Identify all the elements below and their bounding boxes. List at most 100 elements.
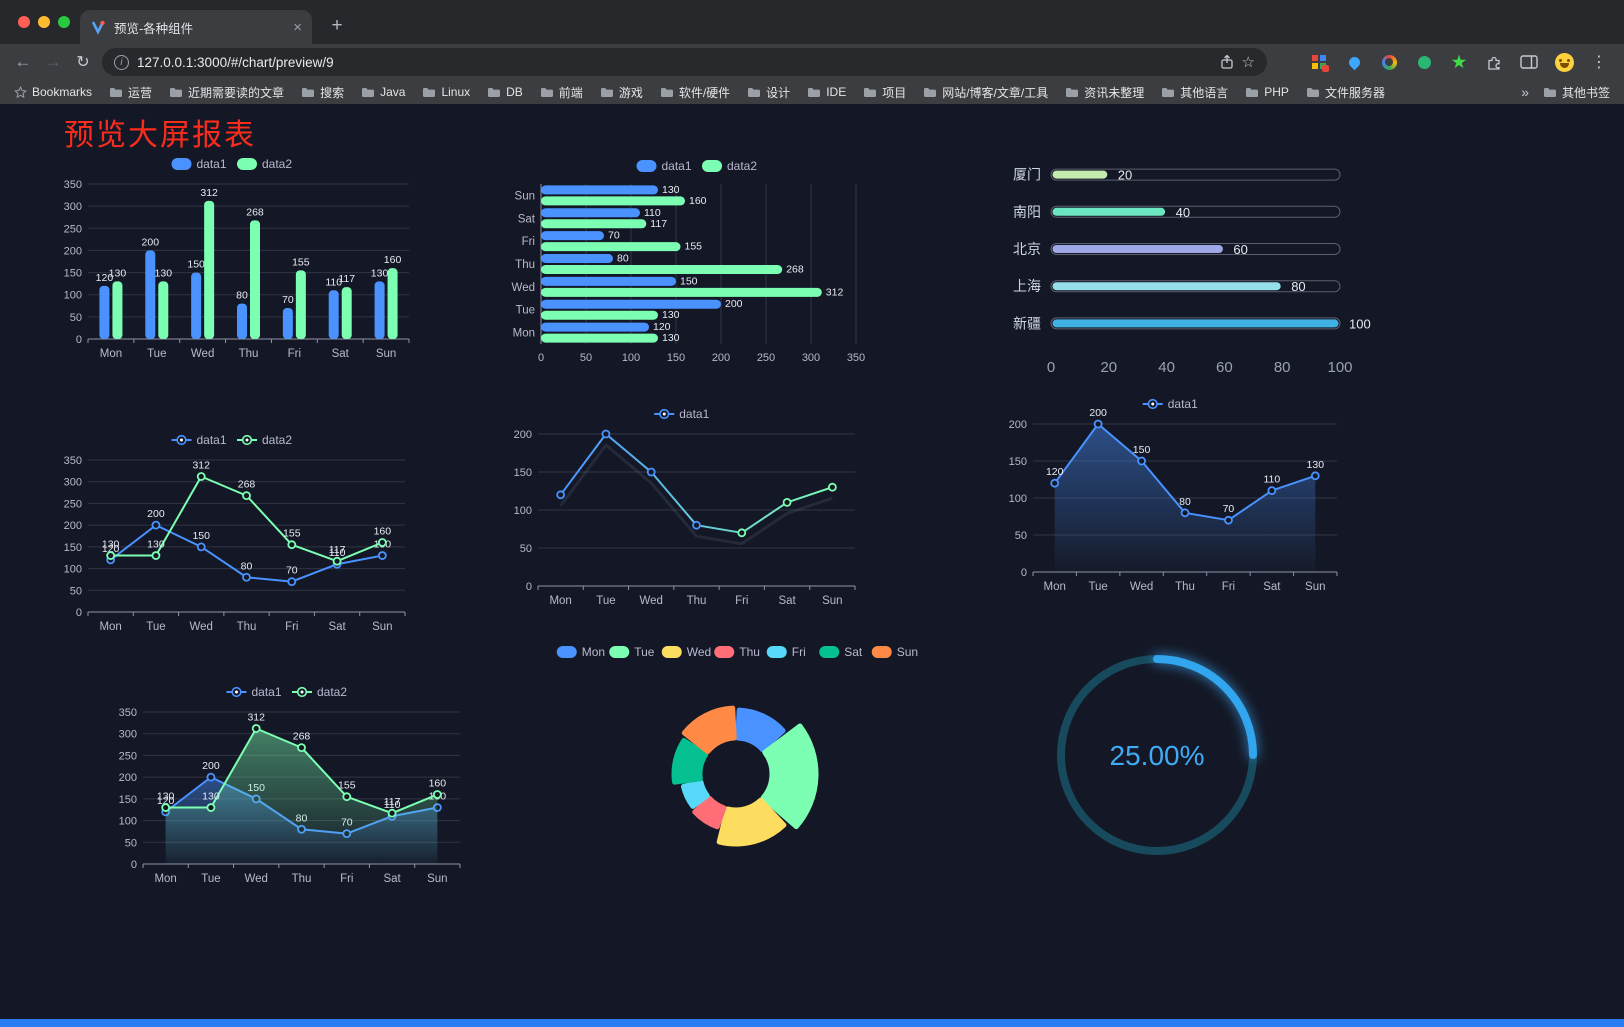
bookmark-folder-item[interactable]: 设计 (747, 84, 790, 101)
svg-text:Sun: Sun (897, 645, 918, 659)
profile-avatar[interactable] (1551, 50, 1577, 74)
svg-text:Sat: Sat (1263, 581, 1281, 593)
svg-text:130: 130 (109, 267, 127, 279)
extension-ring-icon[interactable] (1376, 50, 1402, 74)
url-text[interactable]: 127.0.0.1:3000/#/chart/preview/9 (137, 54, 334, 70)
chart-line-area-dual: 0 50 100 150 200 250 300 350 Mon Tue Wed Thu Fri Sat S… (105, 678, 470, 890)
extensions-puzzle-icon[interactable] (1481, 50, 1507, 74)
svg-text:312: 312 (247, 712, 265, 724)
svg-text:160: 160 (429, 778, 447, 790)
svg-text:0: 0 (131, 859, 137, 871)
bookmark-folder-item[interactable]: Java (361, 85, 405, 99)
svg-text:300: 300 (64, 201, 82, 213)
svg-text:130: 130 (662, 184, 680, 196)
svg-text:Sat: Sat (383, 873, 401, 885)
svg-text:120: 120 (653, 321, 671, 333)
bookmark-folder-item[interactable]: 文件服务器 (1306, 84, 1385, 101)
bookmark-folder-item[interactable]: 网站/博客/文章/工具 (923, 84, 1048, 101)
svg-text:40: 40 (1158, 359, 1175, 376)
bookmark-folder-item[interactable]: Linux (422, 85, 470, 99)
svg-text:Sun: Sun (515, 190, 535, 202)
svg-text:Tue: Tue (516, 305, 535, 317)
bookmark-label: 运营 (128, 85, 153, 100)
extension-grid-icon[interactable] (1306, 50, 1332, 74)
svg-text:200: 200 (147, 508, 165, 520)
svg-text:70: 70 (286, 565, 298, 577)
folder-icon (1306, 87, 1319, 97)
bookmark-folder-item[interactable]: 运营 (109, 84, 152, 101)
svg-text:155: 155 (338, 780, 356, 792)
bookmark-folder-item[interactable]: 搜索 (301, 84, 344, 101)
svg-text:Sun: Sun (1305, 581, 1325, 593)
svg-text:0: 0 (76, 334, 82, 346)
svg-text:Fri: Fri (522, 236, 535, 248)
bookmark-folder-item[interactable]: 游戏 (600, 84, 643, 101)
zoom-window-button[interactable] (58, 16, 70, 28)
back-icon[interactable]: ← (14, 52, 32, 71)
svg-text:117: 117 (650, 218, 667, 230)
bookmarks-tail: » 其他书签 (1521, 84, 1610, 101)
bookmarks-overflow-chevron[interactable]: » (1521, 84, 1529, 100)
svg-text:70: 70 (1223, 503, 1235, 515)
bookmark-item-bookmarks[interactable]: Bookmarks (14, 85, 92, 99)
bookmark-folder-item[interactable]: PHP (1245, 85, 1289, 99)
svg-text:data2: data2 (317, 685, 347, 699)
svg-text:160: 160 (384, 254, 402, 266)
close-window-button[interactable] (18, 16, 30, 28)
extension-star-icon[interactable] (1446, 50, 1472, 74)
footer-accent-bar (0, 1019, 1624, 1027)
minimize-window-button[interactable] (38, 16, 50, 28)
chart-line-gradient: 0 50 100 150 200 Mon Tue Wed Thu Fri Sat Sun data1 (500, 400, 865, 612)
svg-text:200: 200 (725, 298, 743, 310)
svg-text:Sun: Sun (427, 873, 447, 885)
bookmark-label: 文件服务器 (1324, 85, 1385, 100)
svg-text:Fri: Fri (288, 348, 301, 360)
bookmark-folder-item[interactable]: 资讯未整理 (1065, 84, 1144, 101)
url-bar[interactable]: i 127.0.0.1:3000/#/chart/preview/9 ☆ (102, 48, 1267, 76)
bookmark-label: Java (380, 85, 406, 99)
svg-text:150: 150 (64, 268, 82, 280)
tab-close-icon[interactable]: × (293, 18, 302, 36)
svg-text:100: 100 (64, 290, 82, 302)
svg-text:Wed: Wed (189, 621, 212, 633)
svg-text:上海: 上海 (1013, 278, 1041, 294)
bookmark-folder-item[interactable]: 前端 (540, 84, 583, 101)
browser-tab[interactable]: 预览-各种组件 × (80, 10, 312, 44)
chart-line-area: 0 50 100 150 200 Mon Tue Wed Thu Fri Sat Sun 120 200 1… (995, 390, 1347, 598)
bookmark-star-icon[interactable]: ☆ (1241, 54, 1255, 71)
bookmark-folder-item[interactable]: 其他语言 (1161, 84, 1228, 101)
svg-text:0: 0 (1021, 567, 1027, 579)
bookmark-folder-item[interactable]: DB (487, 85, 523, 99)
svg-text:Tue: Tue (146, 621, 165, 633)
reload-icon[interactable]: ↻ (76, 54, 90, 71)
side-panel-icon[interactable] (1516, 50, 1542, 74)
svg-text:Wed: Wed (512, 282, 535, 294)
extension-pin-icon[interactable] (1341, 50, 1367, 74)
svg-text:120: 120 (102, 543, 120, 555)
svg-text:Thu: Thu (292, 873, 312, 885)
svg-text:160: 160 (689, 195, 707, 207)
svg-text:300: 300 (64, 477, 82, 489)
other-bookmarks-folder[interactable]: 其他书签 (1543, 84, 1610, 101)
bookmark-folder-item[interactable]: IDE (807, 85, 846, 99)
svg-text:厦门: 厦门 (1013, 167, 1041, 183)
site-info-icon[interactable]: i (114, 54, 129, 70)
bookmark-folder-item[interactable]: 近期需要读的文章 (169, 84, 284, 101)
extension-green-dot-icon[interactable] (1411, 50, 1437, 74)
share-icon[interactable] (1220, 54, 1234, 70)
svg-text:100: 100 (514, 505, 532, 517)
svg-text:data1: data1 (662, 159, 692, 173)
svg-text:160: 160 (374, 526, 392, 538)
svg-text:50: 50 (70, 312, 82, 324)
svg-text:Sat: Sat (328, 621, 346, 633)
bookmark-label: PHP (1264, 85, 1289, 99)
svg-text:200: 200 (514, 429, 532, 441)
bookmark-folder-item[interactable]: 项目 (863, 84, 906, 101)
forward-icon[interactable]: → (44, 52, 62, 71)
bookmark-label: 近期需要读的文章 (188, 85, 285, 100)
svg-text:20: 20 (1118, 168, 1132, 183)
bookmark-label: 搜索 (320, 85, 345, 100)
new-tab-button[interactable]: + (331, 15, 343, 36)
menu-kebab-icon[interactable]: ⋮ (1591, 54, 1607, 71)
bookmark-folder-item[interactable]: 软件/硬件 (660, 84, 730, 101)
